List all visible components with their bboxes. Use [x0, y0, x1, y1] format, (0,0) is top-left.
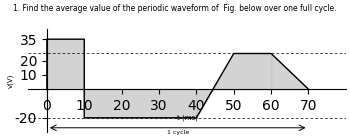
Y-axis label: v(V): v(V): [7, 73, 13, 88]
X-axis label: t (ms): t (ms): [177, 114, 197, 121]
Text: 1 cycle: 1 cycle: [167, 130, 189, 135]
Text: 1. Find the average value of the periodic waveform of  Fig. below over one full : 1. Find the average value of the periodi…: [13, 4, 337, 13]
